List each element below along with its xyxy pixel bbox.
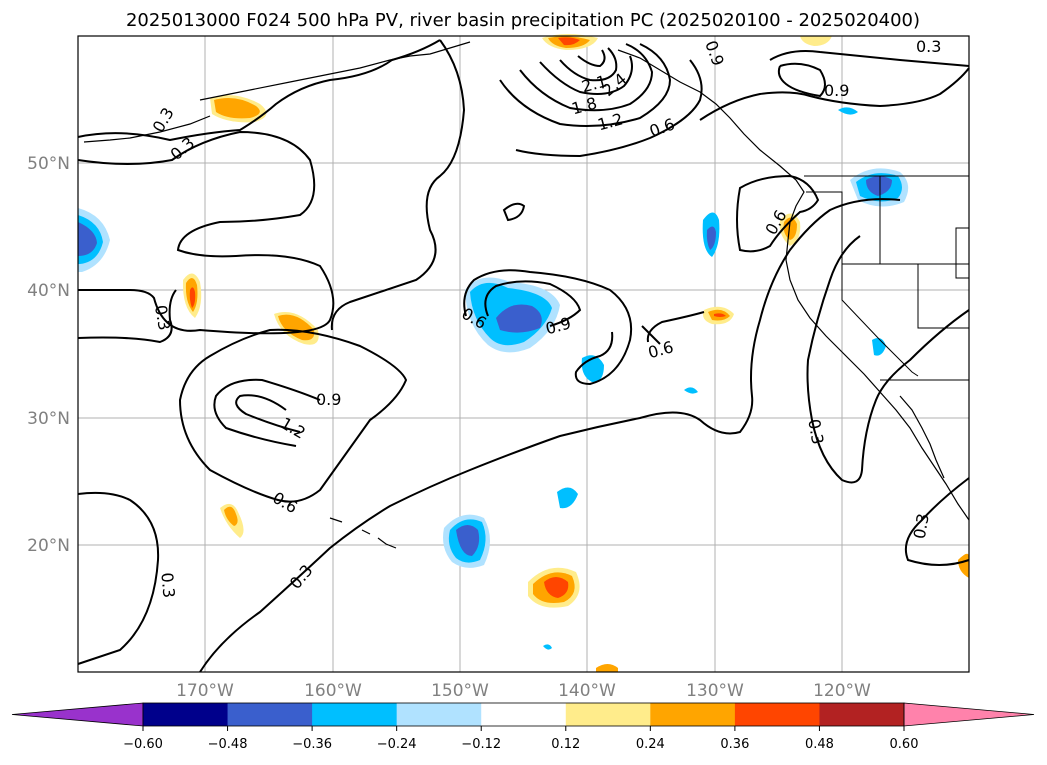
contour-0.3-southeast — [904, 477, 970, 566]
colorbar-segment — [734, 703, 820, 726]
colorbar-tick-label: 0.48 — [805, 737, 834, 752]
colorbar-tick-label: 0.36 — [720, 737, 749, 752]
precip-shading — [78, 34, 969, 672]
contour-label: 0.9 — [316, 390, 341, 409]
colorbar-segment — [481, 703, 567, 726]
north-america-west-coast — [617, 49, 970, 521]
contour-label: 0.9 — [824, 81, 849, 100]
contour-label: 0.3 — [916, 37, 941, 56]
lon-label-150w: 150°W — [431, 681, 489, 701]
colorbar-extend-high — [903, 702, 1035, 727]
colorbar-tick-label: −0.60 — [123, 737, 163, 752]
baja-california — [899, 395, 945, 479]
lat-label-30n: 30°N — [27, 409, 70, 429]
colorbar-segment — [312, 703, 398, 726]
lat-label-20n: 20°N — [27, 536, 70, 556]
contour-0.6-central — [463, 269, 632, 386]
contour-0.9-ne — [777, 62, 826, 98]
lon-labels: 170°W 160°W 150°W 140°W 130°W 120°W — [176, 681, 871, 701]
colorbar-segment — [650, 703, 736, 726]
contour-0.3-north — [77, 39, 441, 142]
contour-1.5-north — [519, 43, 654, 112]
colorbar-segment — [143, 703, 229, 726]
colorbar-segment — [565, 703, 651, 726]
contour-0.9-north — [515, 59, 703, 158]
contour-0.9-central — [484, 280, 582, 327]
contour-0.3-west-2 — [77, 289, 177, 344]
colorbar-tick-label: 0.24 — [636, 737, 665, 752]
colorbar-segment — [396, 703, 482, 726]
contour-0.3-west — [77, 130, 335, 335]
lat-labels: 50°N 40°N 30°N 20°N — [27, 154, 70, 556]
contour-label: 0.3 — [151, 304, 174, 332]
contour-2.1-north — [559, 47, 618, 82]
contour-1.2-north — [499, 43, 672, 127]
colorbar-tick-label: 0.60 — [890, 737, 919, 752]
contour-0.9-sw — [213, 378, 321, 447]
coastlines — [83, 41, 970, 549]
precip-negative-small — [443, 107, 909, 650]
pv-contours — [77, 39, 970, 673]
contour-0.3-east — [806, 235, 970, 484]
map-title: 2025013000 F024 500 hPa PV, river basin … — [126, 10, 920, 31]
precip-negative-central — [465, 277, 560, 353]
colorbar-segment — [819, 703, 905, 726]
colorbar: −0.60 −0.48 −0.36 −0.24 −0.12 0.12 0.24 0.36 0.4… — [11, 702, 1035, 752]
lon-label-120w: 120°W — [813, 681, 871, 701]
contour-0.6-north — [699, 67, 970, 121]
contour-0.6-small — [502, 202, 526, 222]
us-state-borders-south — [841, 264, 969, 377]
lon-label-160w: 160°W — [304, 681, 362, 701]
colorbar-tick-label: −0.36 — [292, 737, 332, 752]
contour-0.6-coast — [736, 174, 820, 253]
hawaiian-islands — [329, 517, 397, 549]
contour-label: 0.3 — [804, 418, 827, 446]
contour-0.3-south-west — [77, 491, 160, 665]
contour-label: 0.3 — [910, 512, 933, 540]
colorbar-tick-label: −0.48 — [208, 737, 248, 752]
lat-label-50n: 50°N — [27, 154, 70, 174]
us-state-borders — [806, 191, 969, 265]
contour-label: 0.3 — [157, 572, 178, 599]
lon-label-140w: 140°W — [558, 681, 616, 701]
lon-label-130w: 130°W — [686, 681, 744, 701]
contour-1.8-north — [539, 55, 633, 95]
colorbar-segment — [227, 703, 313, 726]
colorbar-tick-label: −0.24 — [377, 737, 417, 752]
precip-negative-west-edge — [78, 208, 110, 272]
map-frame — [77, 35, 970, 673]
contour-1.2-sw — [235, 394, 301, 433]
alaska-peninsula — [199, 41, 471, 101]
contour-0.6-southwest — [178, 328, 408, 503]
precip-positive — [182, 34, 969, 672]
colorbar-extend-low — [11, 702, 144, 727]
colorbar-tick-label: −0.12 — [461, 737, 501, 752]
contour-0.6-east — [641, 311, 705, 345]
contour-0.3-central — [330, 39, 466, 331]
lon-label-170w: 170°W — [176, 681, 234, 701]
contour-0.3-ne — [769, 50, 970, 67]
map-background — [78, 36, 969, 672]
colorbar-tick-label: 0.12 — [551, 737, 580, 752]
contour-2.4-north — [577, 49, 606, 68]
lat-label-40n: 40°N — [27, 281, 70, 301]
colorbar-frame — [142, 702, 905, 727]
contour-0.3-main — [199, 198, 901, 673]
